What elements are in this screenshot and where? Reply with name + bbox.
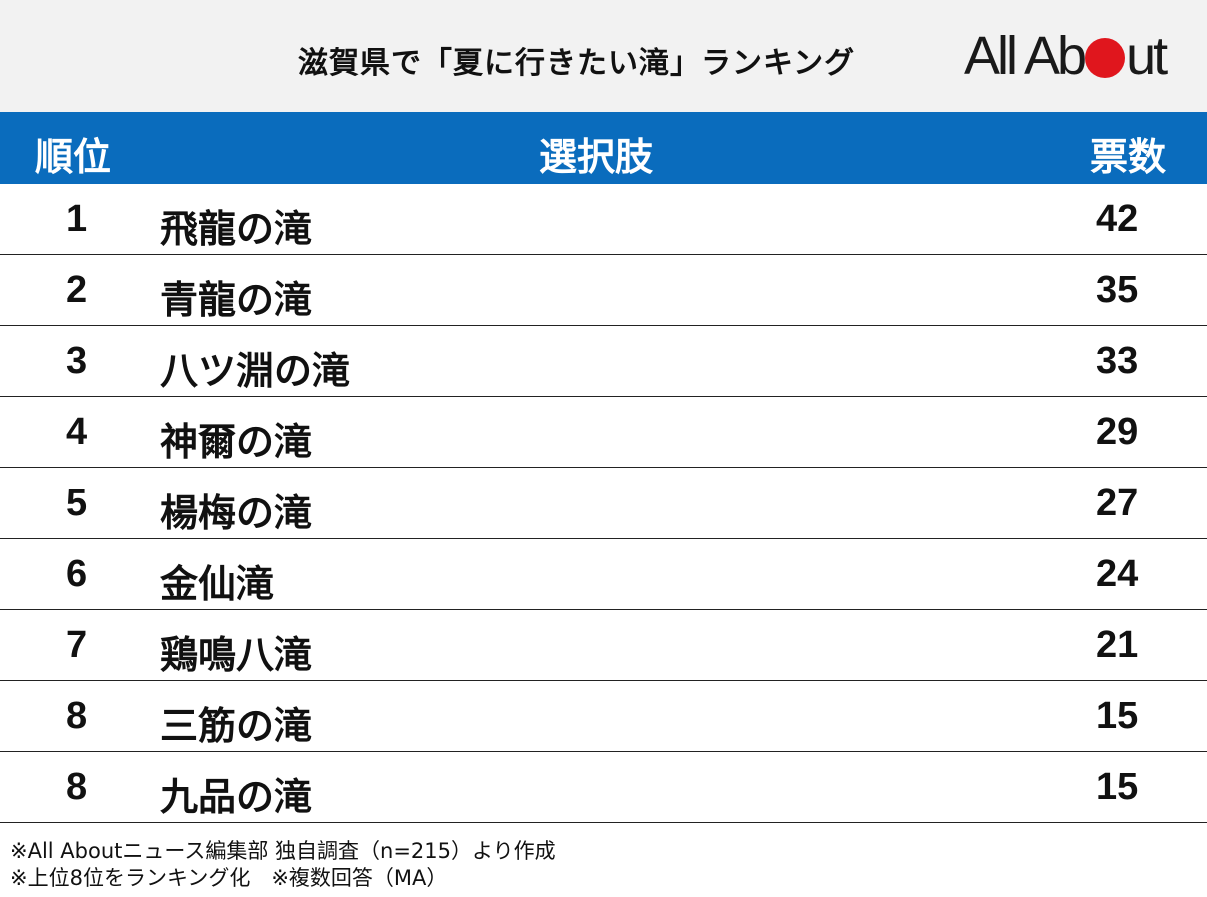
table-row: 3 八ツ淵の滝 33: [0, 326, 1207, 397]
choice-cell: 青龍の滝: [160, 278, 313, 322]
footnotes: ※All Aboutニュース編集部 独自調査（n=215）より作成 ※上位8位を…: [10, 838, 556, 892]
table-row: 5 楊梅の滝 27: [0, 468, 1207, 539]
choice-cell: 九品の滝: [160, 775, 313, 819]
rank-cell: 6: [66, 553, 88, 595]
logo-dot-icon: [1085, 38, 1126, 78]
table-header: 順位 選択肢 票数: [0, 112, 1207, 184]
rank-cell: 5: [66, 482, 88, 524]
rank-cell: 8: [66, 695, 88, 737]
table-row: 4 神爾の滝 29: [0, 397, 1207, 468]
choice-cell: 楊梅の滝: [160, 491, 313, 535]
votes-cell: 35: [1096, 269, 1139, 311]
votes-cell: 21: [1096, 624, 1139, 666]
header-bar: 滋賀県で「夏に行きたい滝」ランキング All Ab ut: [0, 0, 1207, 112]
rank-cell: 3: [66, 340, 88, 382]
votes-cell: 24: [1096, 553, 1139, 595]
rank-cell: 7: [66, 624, 88, 666]
table-body: 1 飛龍の滝 42 2 青龍の滝 35 3 八ツ淵の滝 33 4 神爾の滝 29 5 楊梅の滝 27 6 金仙滝…: [0, 184, 1207, 823]
footnote-source: ※All Aboutニュース編集部 独自調査（n=215）より作成: [10, 839, 556, 863]
table-row: 1 飛龍の滝 42: [0, 184, 1207, 255]
votes-cell: 42: [1096, 198, 1139, 240]
footnote-method: ※上位8位をランキング化 ※複数回答（MA）: [10, 866, 448, 890]
table-row: 8 三筋の滝 15: [0, 681, 1207, 752]
header-rank: 順位: [35, 135, 112, 179]
votes-cell: 27: [1096, 482, 1139, 524]
votes-cell: 15: [1096, 695, 1139, 737]
rank-cell: 1: [66, 198, 88, 240]
choice-cell: 八ツ淵の滝: [160, 349, 351, 393]
chart-title: 滋賀県で「夏に行きたい滝」ランキング: [298, 46, 856, 81]
rank-cell: 4: [66, 411, 88, 453]
table-row: 8 九品の滝 15: [0, 752, 1207, 823]
votes-cell: 33: [1096, 340, 1139, 382]
header-votes: 票数: [1090, 135, 1167, 179]
header-choice: 選択肢: [539, 135, 654, 179]
choice-cell: 飛龍の滝: [160, 207, 313, 251]
logo-text-start: All Ab: [964, 26, 1087, 86]
table-row: 6 金仙滝 24: [0, 539, 1207, 610]
votes-cell: 15: [1096, 766, 1139, 808]
table-row: 7 鶏鳴八滝 21: [0, 610, 1207, 681]
rank-cell: 2: [66, 269, 88, 311]
choice-cell: 三筋の滝: [160, 704, 313, 748]
rank-cell: 8: [66, 766, 88, 808]
votes-cell: 29: [1096, 411, 1139, 453]
choice-cell: 金仙滝: [160, 562, 275, 606]
choice-cell: 鶏鳴八滝: [160, 633, 313, 677]
allabout-logo: All Ab ut: [964, 24, 1168, 88]
table-row: 2 青龍の滝 35: [0, 255, 1207, 326]
choice-cell: 神爾の滝: [160, 420, 313, 464]
logo-text-end: ut: [1126, 26, 1168, 86]
